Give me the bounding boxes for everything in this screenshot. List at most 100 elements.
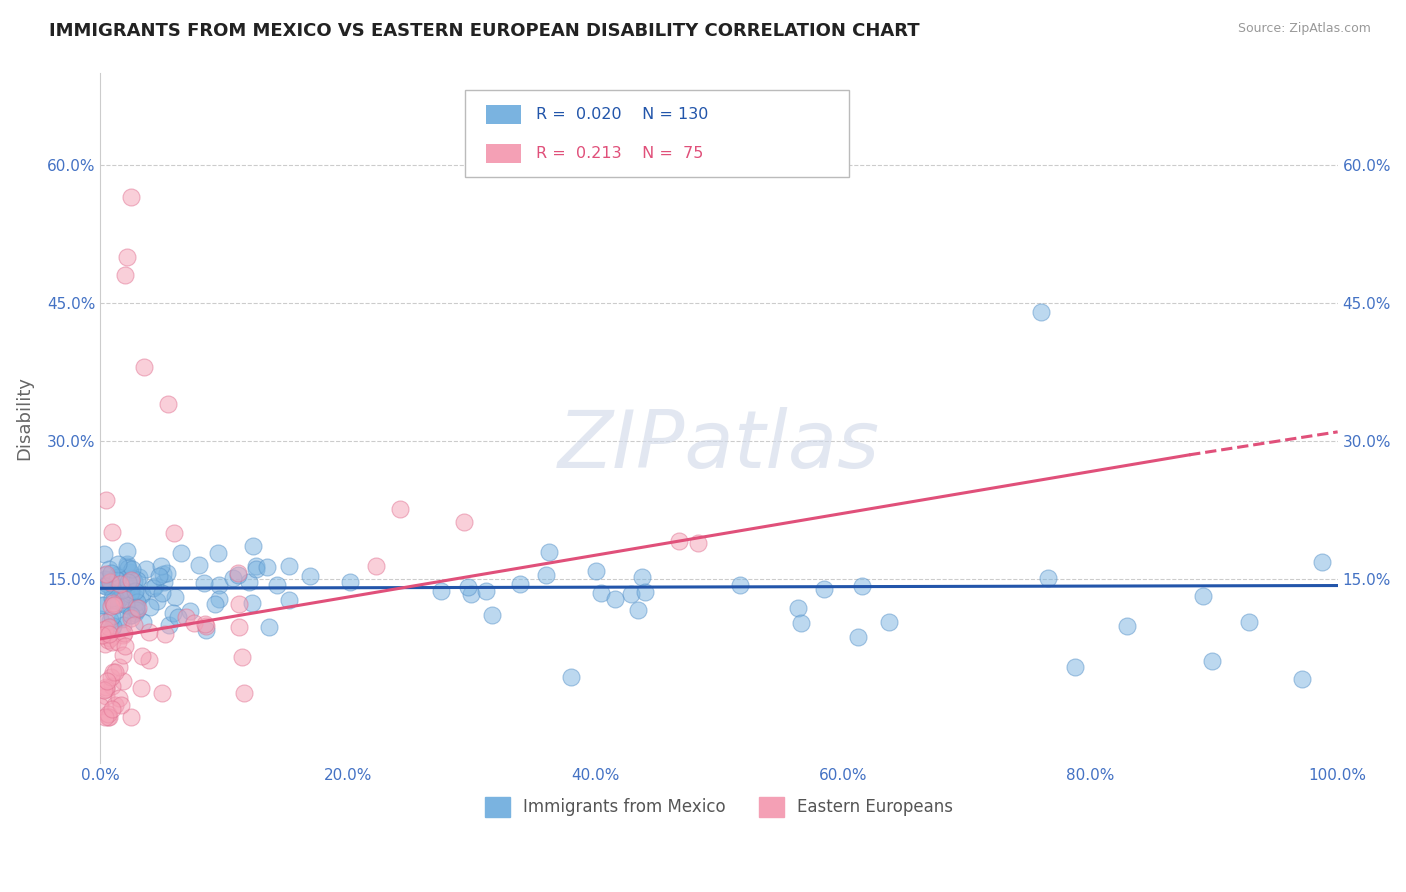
Point <box>232 686 254 700</box>
Point <box>242 596 264 610</box>
Point <box>1063 660 1085 674</box>
Point <box>686 535 709 549</box>
Point <box>118 587 141 601</box>
Point <box>124 606 146 620</box>
Point <box>110 698 132 712</box>
Point <box>104 698 127 712</box>
Point <box>620 587 643 601</box>
Point <box>157 397 180 411</box>
Point <box>100 577 122 591</box>
Point <box>127 600 149 615</box>
Point <box>100 591 122 605</box>
Point <box>148 569 170 583</box>
Point <box>100 566 122 581</box>
Point <box>131 649 153 664</box>
FancyBboxPatch shape <box>486 104 522 124</box>
Point <box>204 598 226 612</box>
Point <box>101 582 124 597</box>
Point <box>98 620 121 634</box>
Point <box>139 599 162 614</box>
Point <box>107 570 129 584</box>
Point <box>117 575 139 590</box>
Point <box>112 617 135 632</box>
Point <box>93 599 115 613</box>
Point <box>120 585 142 599</box>
Point <box>366 558 388 573</box>
Point <box>122 574 145 588</box>
Point <box>101 619 124 633</box>
Point <box>143 579 166 593</box>
FancyBboxPatch shape <box>486 145 522 163</box>
Point <box>96 681 118 696</box>
Point <box>107 557 129 571</box>
Point <box>633 584 655 599</box>
Point <box>121 571 143 585</box>
Point <box>208 578 231 592</box>
Point <box>101 665 124 679</box>
Point <box>112 626 135 640</box>
Point <box>94 567 117 582</box>
Point <box>457 580 479 594</box>
Point <box>107 634 129 648</box>
Point <box>101 609 124 624</box>
Text: ZIPatlas: ZIPatlas <box>558 407 880 484</box>
Point <box>668 533 690 548</box>
Point <box>112 589 135 603</box>
Point <box>153 627 176 641</box>
Y-axis label: Disability: Disability <box>15 376 32 460</box>
Point <box>96 492 118 507</box>
Point <box>1237 615 1260 629</box>
Point <box>188 558 211 572</box>
Point <box>125 600 148 615</box>
Point <box>100 670 122 684</box>
Point <box>111 612 134 626</box>
Point <box>100 679 122 693</box>
Point <box>138 624 160 639</box>
Point <box>388 501 411 516</box>
Point <box>124 590 146 604</box>
Text: R =  0.020    N = 130: R = 0.020 N = 130 <box>536 107 709 122</box>
Point <box>1115 619 1137 633</box>
Point <box>150 586 173 600</box>
Point <box>114 639 136 653</box>
Point <box>1291 672 1313 686</box>
Text: Source: ZipAtlas.com: Source: ZipAtlas.com <box>1237 22 1371 36</box>
Point <box>585 564 607 578</box>
Point <box>96 674 118 689</box>
Point <box>111 673 134 688</box>
Point <box>132 615 155 630</box>
Point <box>103 593 125 607</box>
Point <box>128 589 150 603</box>
Point <box>98 562 121 576</box>
Point <box>256 560 278 574</box>
Point <box>96 577 118 591</box>
Point <box>112 628 135 642</box>
Point <box>509 576 531 591</box>
Point <box>124 583 146 598</box>
Point <box>117 250 139 264</box>
Point <box>152 567 174 582</box>
Point <box>266 578 288 592</box>
Point <box>96 615 118 629</box>
Point <box>105 568 128 582</box>
FancyBboxPatch shape <box>465 90 849 177</box>
Point <box>167 610 190 624</box>
Point <box>114 598 136 612</box>
Point <box>114 268 136 283</box>
Point <box>94 579 117 593</box>
Point <box>226 568 249 582</box>
Point <box>453 515 475 529</box>
Point <box>97 706 120 721</box>
Point <box>128 570 150 584</box>
Point <box>157 618 180 632</box>
Point <box>94 710 117 724</box>
Point <box>534 568 557 582</box>
Point <box>115 543 138 558</box>
Point <box>194 623 217 637</box>
Point <box>560 670 582 684</box>
Point <box>107 574 129 588</box>
Point <box>339 574 361 589</box>
Point <box>131 587 153 601</box>
Point <box>179 604 201 618</box>
Point <box>111 583 134 598</box>
